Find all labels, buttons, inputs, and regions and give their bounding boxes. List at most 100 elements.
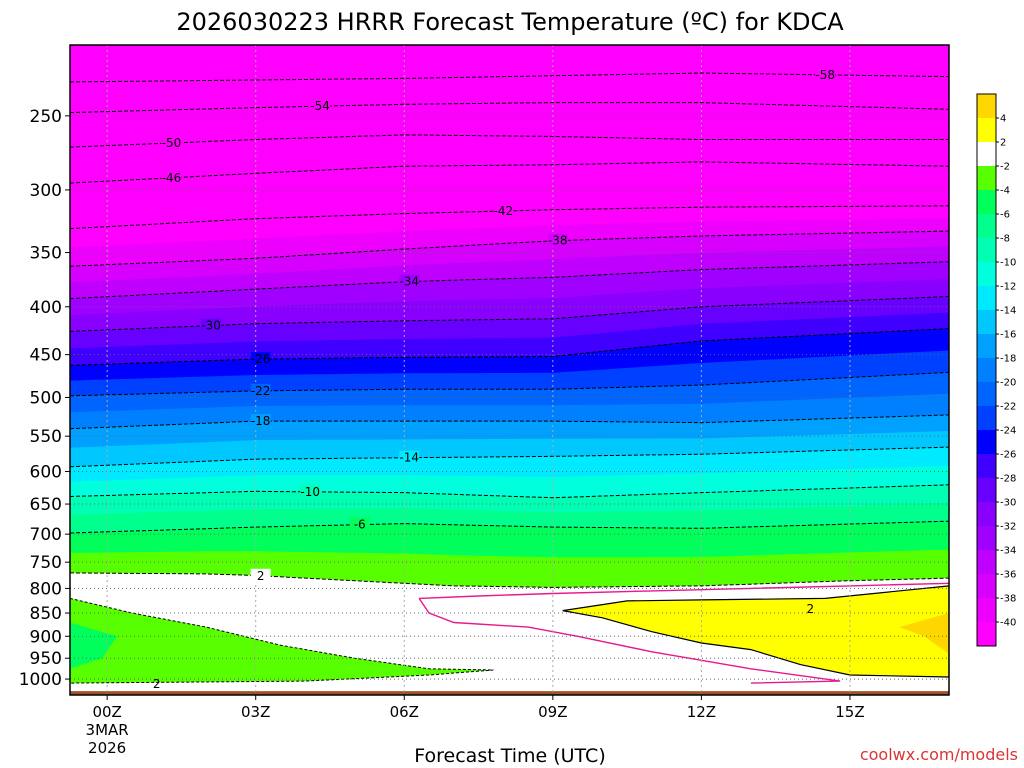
isotherm-label-background xyxy=(250,383,271,397)
plot-area: -58 -54 -50 -46 -42 -38 -34 -30 -26 -22 -18 -14 -10 -… xyxy=(70,45,949,695)
isotherm-line xyxy=(70,261,949,300)
colorbar-label: -4 xyxy=(1000,186,1010,197)
colorbar-label: -34 xyxy=(1000,546,1016,557)
colorbar-label: -6 xyxy=(1000,210,1010,221)
isotherm-line xyxy=(70,484,949,499)
isotherm-line xyxy=(70,520,949,534)
isotherm-label: -18 xyxy=(251,414,271,428)
isotherm-line xyxy=(70,572,949,588)
colorbar-label: -8 xyxy=(1000,234,1010,245)
colorbar-swatch xyxy=(977,430,996,455)
colorbar-label: -24 xyxy=(1000,426,1016,437)
isotherm-label-background xyxy=(201,318,222,332)
colorbar-swatch xyxy=(977,142,996,167)
y-tick-label: 400 xyxy=(30,298,62,318)
isotherm-line xyxy=(70,102,949,114)
isotherm-label: -42 xyxy=(494,204,514,218)
x-axis-label: Forecast Time (UTC) xyxy=(414,745,605,767)
y-tick-label: 600 xyxy=(30,463,62,483)
isotherm-label: -34 xyxy=(399,275,419,289)
plot-frame xyxy=(69,44,950,696)
colorbar-label: -20 xyxy=(1000,378,1016,389)
isotherm-label: -58 xyxy=(815,68,835,82)
colorbar-label: 2 xyxy=(1000,138,1006,149)
isotherm-line xyxy=(70,446,949,468)
y-tick-label: 650 xyxy=(30,495,62,515)
colorbar-legend: 4 2 -2 -4 -6 -8 -10 -12 -14 -16 -18 -20 -22 -24 -26 -28… xyxy=(976,93,1016,647)
colorbar-label: -28 xyxy=(1000,474,1016,485)
y-tick-label: 300 xyxy=(30,181,62,201)
low-level-colder-core xyxy=(70,622,117,669)
colorbar-label: -12 xyxy=(1000,282,1016,293)
colorbar-label: 4 xyxy=(1000,114,1006,125)
x-tick-label: 12Z xyxy=(687,703,716,721)
credit-link[interactable]: coolwx.com/models xyxy=(860,745,1018,764)
isotherm-label: -10 xyxy=(300,485,320,499)
colorbar-swatch xyxy=(977,118,996,143)
colorbar-swatch xyxy=(977,286,996,311)
isotherm-line xyxy=(70,230,949,267)
isotherm-label-background xyxy=(815,67,836,81)
colorbar-swatch xyxy=(977,94,996,119)
x-tick-label: 06Z xyxy=(390,703,419,721)
colorbar-label: -14 xyxy=(1000,306,1016,317)
colorbar-label: -26 xyxy=(1000,450,1016,461)
colorbar-swatch xyxy=(977,526,996,551)
colorbar-swatch xyxy=(977,574,996,599)
y-axis: 250 300 350 400 450 500 550 600 650 700 750 800 850 9… xyxy=(19,107,70,690)
colorbar-swatch xyxy=(977,550,996,575)
isotherm-label-background xyxy=(250,352,271,366)
colorbar-label: -16 xyxy=(1000,330,1016,341)
colorbar-label: -10 xyxy=(1000,258,1016,269)
isotherm-label-background xyxy=(493,204,514,218)
isotherm-line xyxy=(70,72,949,83)
isotherm-line xyxy=(70,371,949,397)
surface-layer xyxy=(70,686,949,692)
isotherm-label: -26 xyxy=(251,352,271,366)
y-tick-label: 850 xyxy=(30,604,62,624)
isotherm-label-background xyxy=(547,233,568,247)
colorbar-label: -32 xyxy=(1000,522,1016,533)
colorbar-swatch xyxy=(977,214,996,239)
colorbar-swatch xyxy=(977,334,996,359)
colorbar-swatch xyxy=(977,238,996,263)
colorbar-label: -18 xyxy=(1000,354,1016,365)
isotherm-label: 2 xyxy=(257,569,265,583)
colorbar-frame xyxy=(976,93,997,647)
colorbar-swatch xyxy=(977,382,996,407)
y-tick-label: 900 xyxy=(30,627,62,647)
isotherm-line xyxy=(70,414,949,430)
surface-terrain xyxy=(70,691,949,695)
y-tick-label: 800 xyxy=(30,579,62,599)
y-tick-label: 700 xyxy=(30,525,62,545)
isotherm-label-background xyxy=(250,414,271,428)
y-tick-label: 950 xyxy=(30,649,62,669)
colorbar-label: -30 xyxy=(1000,498,1016,509)
warm-nose-core xyxy=(899,613,949,654)
isotherm-label: -6 xyxy=(354,518,366,532)
y-tick-label: 750 xyxy=(30,553,62,573)
colorbar-label: -36 xyxy=(1000,570,1016,581)
colorbar-swatch xyxy=(977,262,996,287)
colorbar-swatch xyxy=(977,310,996,335)
colorbar-swatch xyxy=(977,502,996,527)
y-tick-label: 450 xyxy=(30,346,62,366)
x-date-label: 3MAR xyxy=(86,721,129,739)
chart-title: 2026030223 HRRR Forecast Temperature (ºC… xyxy=(176,8,844,36)
colorbar-label: -40 xyxy=(1000,618,1016,629)
isotherm-label-background xyxy=(300,484,321,498)
low-level-cold-region xyxy=(70,597,494,684)
isotherm-label-background xyxy=(399,450,420,464)
x-year-label: 2026 xyxy=(88,739,126,757)
colorbar-swatch xyxy=(977,358,996,383)
isotherm-label-background xyxy=(250,568,271,582)
colorbar-swatch xyxy=(977,454,996,479)
isotherm-label-background xyxy=(349,517,370,531)
isotherm-label-background xyxy=(399,274,420,288)
colorbar-swatch xyxy=(977,622,996,647)
colorbar-swatch xyxy=(977,598,996,623)
isotherm-label: -14 xyxy=(399,451,419,465)
zero-degree-contour xyxy=(418,598,841,684)
